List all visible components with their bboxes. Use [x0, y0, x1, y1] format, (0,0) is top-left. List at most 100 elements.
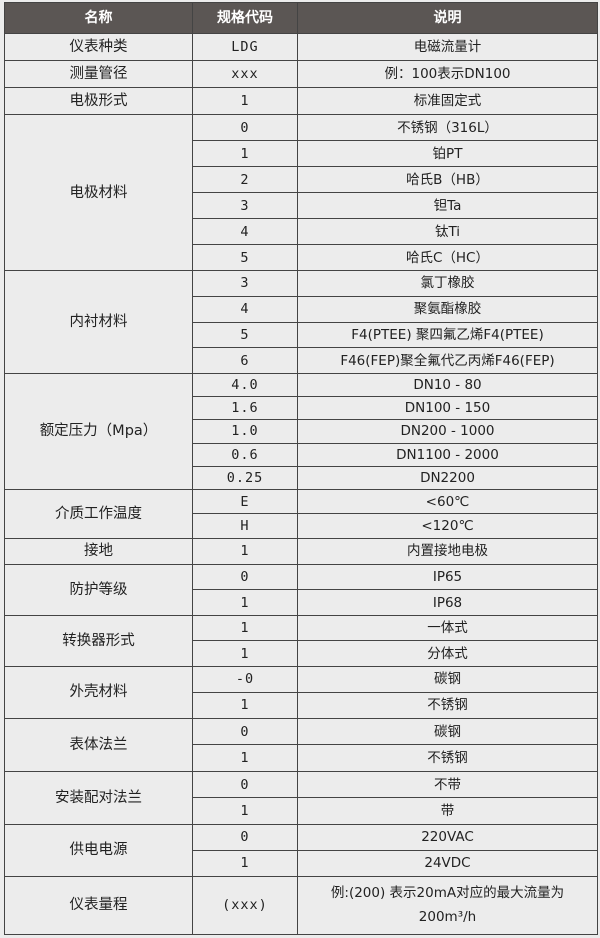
spec-description: F4(PTEE) 聚四氟乙烯F4(PTEE) — [297, 321, 598, 349]
spec-code: 3 — [192, 192, 298, 219]
spec-description: 不锈钢 — [297, 691, 598, 719]
spec-description: F46(FEP)聚全氟代乙丙烯F46(FEP) — [297, 347, 598, 374]
table-row: 1 IP68 — [5, 589, 598, 616]
spec-code: 0 — [192, 717, 298, 746]
spec-name: 额定压力（Mpa） — [4, 373, 193, 490]
spec-code: 4 — [192, 295, 298, 323]
spec-description: 例：100表示DN100 — [297, 60, 598, 88]
spec-description: 哈氏B（HB） — [297, 166, 598, 193]
table-row: 测量管径 xxx 例：100表示DN100 — [4, 60, 598, 88]
spec-code: 5 — [192, 321, 298, 349]
table-row: 额定压力（Mpa） 4.0 DN10 - 80 — [4, 372, 598, 490]
spec-name: 接地 — [4, 537, 193, 565]
table-row: 6 F46(FEP)聚全氟代乙丙烯F46(FEP) — [5, 347, 598, 374]
table-row: 0.6 DN1100 - 2000 — [5, 442, 598, 467]
table-row: 0.25 DN2200 — [5, 465, 598, 490]
table-row: 1 不锈钢 — [5, 691, 598, 719]
spec-code: 1 — [192, 744, 298, 772]
header-name: 名称 — [4, 2, 193, 34]
spec-code: 0.25 — [192, 465, 298, 490]
table-row: 1 24VDC — [5, 849, 598, 877]
spec-name: 仪表量程 — [4, 875, 193, 935]
spec-description: 不锈钢 — [297, 744, 598, 772]
spec-name: 电极形式 — [4, 87, 193, 115]
spec-code: 0 — [192, 823, 298, 851]
spec-code: 1 — [192, 614, 298, 642]
spec-name: 介质工作温度 — [4, 488, 193, 539]
header-desc: 说明 — [297, 2, 598, 34]
spec-name: 安装配对法兰 — [4, 770, 193, 825]
spec-description: 一体式 — [297, 614, 598, 642]
spec-name: 防护等级 — [4, 563, 193, 616]
table-row: 表体法兰 0 碳钢 — [4, 717, 598, 772]
table-row: 电极形式 1 标准固定式 — [4, 87, 598, 115]
table-row: 1.6 DN100 - 150 — [5, 396, 598, 421]
table-row: 1 分体式 — [5, 640, 598, 667]
spec-code: xxx — [192, 60, 298, 88]
table-row: 2 哈氏B（HB） — [5, 166, 598, 193]
spec-description: DN100 - 150 — [297, 396, 598, 421]
spec-description: 220VAC — [297, 823, 598, 851]
spec-description: 分体式 — [297, 640, 598, 667]
spec-code: 1 — [192, 691, 298, 719]
spec-code: 2 — [192, 166, 298, 193]
table-row: 外壳材料 -0 碳钢 — [4, 665, 598, 719]
table-row: 防护等级 0 IP65 — [4, 563, 598, 616]
spec-code: 1 — [192, 537, 298, 565]
spec-code: 0.6 — [192, 442, 298, 467]
table-row: H <120℃ — [5, 513, 598, 539]
spec-description: 聚氨酯橡胶 — [297, 295, 598, 323]
spec-name: 仪表种类 — [4, 33, 193, 61]
spec-code: H — [192, 513, 298, 539]
spec-code: 4.0 — [192, 372, 298, 398]
spec-code: 1 — [192, 140, 298, 167]
spec-code: 1 — [192, 797, 298, 825]
table-row: 供电电源 0 220VAC — [4, 823, 598, 877]
table-row: 5 F4(PTEE) 聚四氟乙烯F4(PTEE) — [5, 321, 598, 349]
spec-code: 1.0 — [192, 419, 298, 444]
spec-description: <60℃ — [297, 488, 598, 515]
table-row: 3 钽Ta — [5, 192, 598, 219]
spec-description: DN2200 — [297, 465, 598, 490]
spec-code: 1 — [192, 87, 298, 115]
spec-name: 外壳材料 — [4, 665, 193, 719]
spec-code: 1.6 — [192, 396, 298, 421]
spec-name: 转换器形式 — [4, 614, 193, 667]
spec-description: IP65 — [297, 563, 598, 591]
spec-description: 氯丁橡胶 — [297, 270, 598, 297]
table-row: 转换器形式 1 一体式 — [4, 614, 598, 667]
spec-code: 0 — [192, 563, 298, 591]
spec-code: 6 — [192, 347, 298, 374]
table-row: 5 哈氏C（HC） — [5, 244, 598, 271]
spec-description: 不带 — [297, 770, 598, 799]
spec-description: 例:(200) 表示20mA对应的最大流量为200m³/h — [297, 875, 598, 935]
table-row: 电极材料 0 不锈钢（316L） — [4, 114, 598, 271]
spec-code: 0 — [192, 114, 298, 141]
spec-description: 电磁流量计 — [297, 33, 598, 61]
spec-name: 测量管径 — [4, 60, 193, 88]
spec-description: IP68 — [297, 589, 598, 616]
spec-code: 1 — [192, 589, 298, 616]
spec-code: E — [192, 488, 298, 515]
spec-name: 供电电源 — [4, 823, 193, 877]
spec-name: 内衬材料 — [4, 270, 193, 374]
table-row: 4 聚氨酯橡胶 — [5, 295, 598, 323]
spec-code: (xxx) — [192, 875, 298, 935]
spec-code: 1 — [192, 849, 298, 877]
spec-code: 0 — [192, 770, 298, 799]
table-row: 内衬材料 3 氯丁橡胶 — [4, 270, 598, 374]
spec-code: 5 — [192, 244, 298, 271]
spec-description: DN10 - 80 — [297, 372, 598, 398]
spec-code: LDG — [192, 33, 298, 61]
spec-description: 钽Ta — [297, 192, 598, 219]
spec-description: 24VDC — [297, 849, 598, 877]
spec-description: DN1100 - 2000 — [297, 442, 598, 467]
spec-description: DN200 - 1000 — [297, 419, 598, 444]
spec-description: 碳钢 — [297, 717, 598, 746]
spec-name: 电极材料 — [4, 114, 193, 271]
spec-code: -0 — [192, 665, 298, 693]
spec-description: 标准固定式 — [297, 87, 598, 115]
table-row: 1.0 DN200 - 1000 — [5, 419, 598, 444]
spec-code: 3 — [192, 270, 298, 297]
spec-description: 不锈钢（316L） — [297, 114, 598, 141]
